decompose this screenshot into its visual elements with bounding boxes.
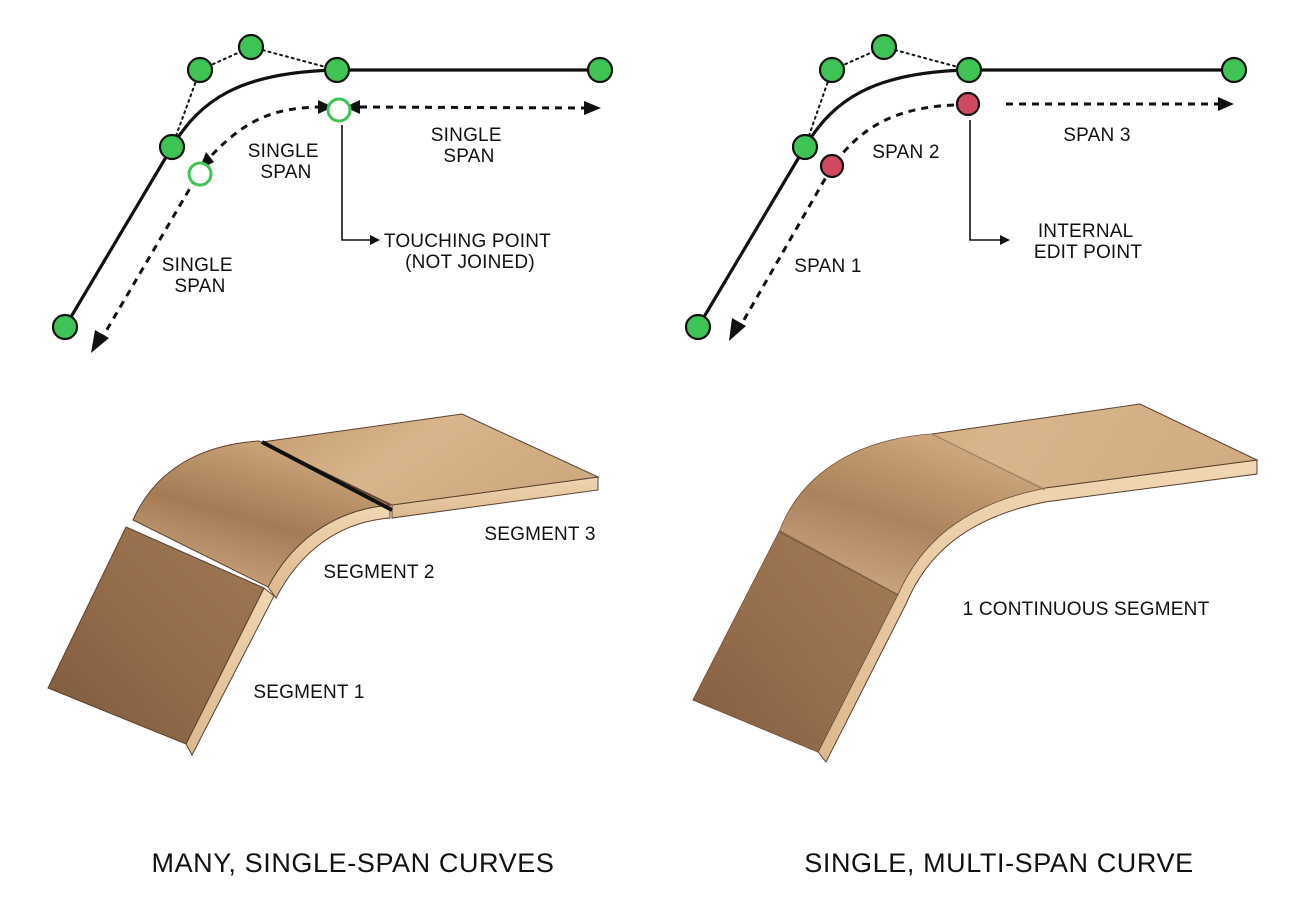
span-boundary-line [779, 531, 899, 596]
span-label: SINGLE SPAN [162, 255, 238, 297]
continuous-wood-board: 1 CONTINUOUS SEGMENT [692, 403, 1259, 763]
arrow-head-icon [91, 330, 109, 353]
control-point [323, 56, 351, 84]
control-point [51, 313, 79, 341]
segment-gap-line [261, 440, 393, 512]
control-point [791, 133, 819, 161]
arrow-head-icon [1218, 97, 1234, 111]
arrow-head-icon [318, 100, 333, 114]
control-point [586, 56, 614, 84]
callout-leader [341, 125, 372, 241]
control-point [955, 56, 983, 84]
arrow-head-icon [1000, 235, 1010, 245]
segment-label: 1 CONTINUOUS SEGMENT [963, 599, 1210, 620]
callout-label: TOUCHING POINT (NOT JOINED) [384, 231, 556, 273]
span-direction-line-2 [210, 105, 321, 157]
span-label: SPAN 2 [872, 142, 939, 163]
control-point [1220, 56, 1248, 84]
edit-point [955, 91, 981, 117]
segment-1-top [47, 526, 265, 745]
span-boundary-line [931, 433, 1046, 491]
left-caption: MANY, SINGLE-SPAN CURVES [151, 848, 554, 878]
span-label: SPAN 1 [794, 256, 861, 277]
span-label: SPAN 3 [1063, 125, 1130, 146]
touching-point-marker [187, 161, 213, 187]
control-point [158, 133, 186, 161]
segmented-wood-board: SEGMENT 3 SEGMENT 2 SEGMENT 1 [47, 413, 600, 757]
arrow-head-icon [729, 318, 746, 341]
span-direction-line-3 [359, 105, 585, 110]
segment-3-top [260, 413, 600, 506]
span-label: SINGLE SPAN [431, 125, 507, 167]
control-point [237, 33, 265, 61]
arrow-head-icon [370, 235, 380, 245]
right-curve-diagram: SPAN 1 SPAN 2 SPAN 3 INTERNAL EDIT POINT [684, 33, 1248, 341]
right-caption: SINGLE, MULTI-SPAN CURVE [804, 848, 1193, 878]
curve-line-segment-2 [170, 68, 339, 149]
span-label: SINGLE SPAN [248, 141, 324, 183]
control-polygon-line [804, 45, 970, 148]
left-curve-diagram: SINGLE SPAN SINGLE SPAN SINGLE SPAN TOUC… [51, 33, 614, 353]
arrow-head-icon [584, 101, 601, 115]
control-point [818, 56, 846, 84]
span-direction-line-1 [100, 177, 198, 339]
arrow-head-icon [345, 100, 360, 114]
board-bend-shade [780, 434, 1045, 594]
callout-label: INTERNAL EDIT POINT [1034, 221, 1142, 263]
segment-label: SEGMENT 3 [484, 524, 595, 545]
segment-label: SEGMENT 1 [253, 682, 364, 703]
control-polygon-line [171, 45, 338, 148]
edit-point [819, 153, 845, 179]
callout-leader [969, 120, 1002, 241]
curve-line-segment-1 [63, 145, 174, 329]
board-slope-shade [693, 530, 898, 752]
segment-label: SEGMENT 2 [323, 562, 434, 583]
control-point [684, 313, 712, 341]
control-point [186, 56, 214, 84]
touching-point-marker [326, 97, 352, 123]
control-point [870, 33, 898, 61]
span-direction-line [739, 103, 955, 326]
